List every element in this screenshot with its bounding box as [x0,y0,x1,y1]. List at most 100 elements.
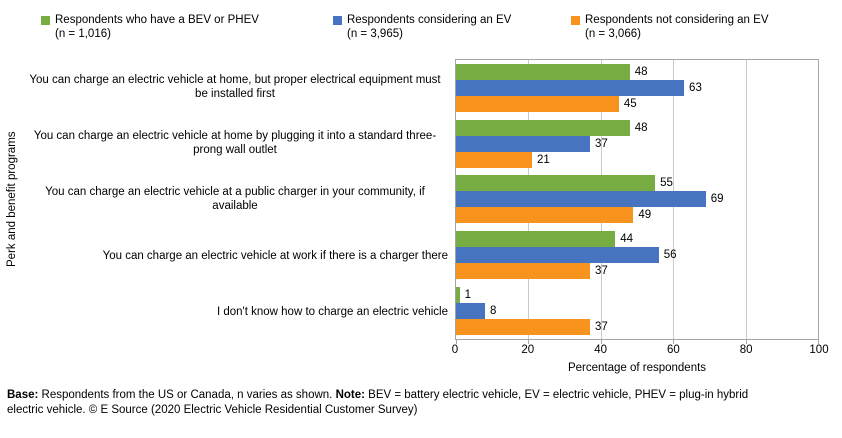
category-label: You can charge an electric vehicle at a … [45,186,425,213]
category-cell: You can charge an electric vehicle at ho… [22,115,448,171]
bar [456,135,590,152]
legend-n-label: (n = 3,965) [347,28,403,40]
category-cell: You can charge an electric vehicle at a … [22,171,448,227]
bar [456,247,659,264]
legend-swatch-not-considering [571,16,580,25]
category-label: You can charge an electric vehicle at wo… [102,249,448,262]
bar-row: 37 [456,135,818,152]
category-axis-labels: You can charge an electric vehicle at ho… [22,59,448,340]
bar [456,175,656,192]
bar-group: 48 37 21 [456,116,818,172]
x-axis-tick-labels: 0 20 40 60 80 100 [451,344,829,358]
bar [456,263,590,280]
bar-value-label: 49 [638,209,652,222]
legend-text: Respondents who have a BEV or PHEV (n = … [55,13,259,41]
bar-value-label: 55 [660,177,673,190]
x-tick-label: 0 [451,344,459,356]
bar-value-label: 45 [623,97,637,110]
bar-value-label: 8 [489,305,497,318]
x-tick-mark [456,340,457,344]
x-tick-label: 60 [666,344,680,356]
bar-row: 37 [456,319,818,336]
footnote-text: electric vehicle. © E Source (2020 Elect… [7,404,418,416]
bar-row: 8 [456,303,818,320]
x-tick-mark [673,340,675,344]
footnote-text: Respondents from the US or Canada, n var… [38,389,336,401]
x-tick-mark [600,340,602,344]
category-label: You can charge an electric vehicle at ho… [33,130,437,157]
y-axis-title: Perk and benefit programs [6,131,18,268]
bar-group: 48 63 45 [456,60,818,116]
bar [456,119,630,136]
legend-item-not-considering: Respondents not considering an EV (n = 3… [571,13,768,41]
category-label: You can charge an electric vehicle at ho… [29,74,441,101]
x-tick-mark [528,340,530,344]
bar-row: 69 [456,191,818,208]
bar-group: 55 69 49 [456,172,818,228]
category-cell: I don't know how to charge an electric v… [22,284,448,340]
footnote-lead: Note: [335,389,365,401]
x-tick-label: 80 [739,344,753,356]
bar [456,303,485,320]
legend-item-considering: Respondents considering an EV (n = 3,965… [333,13,511,41]
bar-group: 1 8 37 [456,283,818,339]
bar [456,79,685,96]
legend-label: Respondents considering an EV [347,14,512,26]
gridline [745,60,747,339]
x-tick-label: 20 [521,344,535,356]
bar [456,207,634,224]
legend-label: Respondents who have a BEV or PHEV [55,14,259,26]
bar-value-label: 44 [620,233,634,246]
bar-row: 1 [456,287,818,304]
footnote-text: BEV = battery electric vehicle, EV = ele… [364,389,749,401]
bar-row: 48 [456,63,818,80]
x-axis-title: Percentage of respondents [567,362,707,374]
legend-n-label: (n = 3,066) [585,28,641,40]
bar-value-label: 63 [689,81,702,94]
legend-n-label: (n = 1,016) [55,28,111,40]
legend-label: Respondents not considering an EV [585,14,769,26]
bar [456,95,619,112]
bar-value-label: 1 [464,289,472,302]
bar-group: 44 56 37 [456,227,818,283]
bar-row: 56 [456,247,818,264]
legend-text: Respondents not considering an EV (n = 3… [585,13,768,41]
bar-row: 21 [456,151,818,168]
bar-row: 49 [456,207,818,224]
legend-swatch-considering [333,16,342,25]
bar-value-label: 37 [594,321,608,334]
bar-value-label: 48 [634,65,648,78]
legend-item-bev-phev: Respondents who have a BEV or PHEV (n = … [41,13,259,41]
category-label: I don't know how to charge an electric v… [216,305,448,318]
footnote: Base: Respondents from the US or Canada,… [7,388,807,418]
legend-text: Respondents considering an EV (n = 3,965… [347,13,511,41]
x-tick-label: 40 [594,344,607,356]
category-cell: You can charge an electric vehicle at wo… [22,228,448,284]
footnote-line: electric vehicle. © E Source (2020 Elect… [7,403,807,418]
bar-value-label: 56 [663,249,677,262]
x-tick-label: 100 [809,344,829,356]
x-tick-mark [818,340,819,344]
bar [456,63,630,80]
footnote-lead: Base: [7,389,39,401]
bar-value-label: 48 [634,121,648,134]
bar [456,151,533,168]
bar-row: 55 [456,175,818,192]
bar [456,287,460,304]
bar-row: 63 [456,79,818,96]
bar-value-label: 37 [594,265,608,278]
bar-row: 48 [456,119,818,136]
bar [456,319,590,336]
bar-value-label: 21 [537,153,550,166]
footnote-line: Base: Respondents from the US or Canada,… [7,388,807,403]
bars-grid: 48 63 45 48 37 21 55 69 49 44 56 37 1 8 37 [456,60,818,339]
bar-row: 44 [456,231,818,248]
bar-value-label: 37 [594,137,608,150]
bar-value-label: 69 [710,193,724,206]
bar [456,191,706,208]
category-cell: You can charge an electric vehicle at ho… [22,59,448,115]
bar-row: 45 [456,95,818,112]
plot-area: 48 63 45 48 37 21 55 69 49 44 56 37 1 8 37 [455,59,819,344]
bar [456,231,616,248]
